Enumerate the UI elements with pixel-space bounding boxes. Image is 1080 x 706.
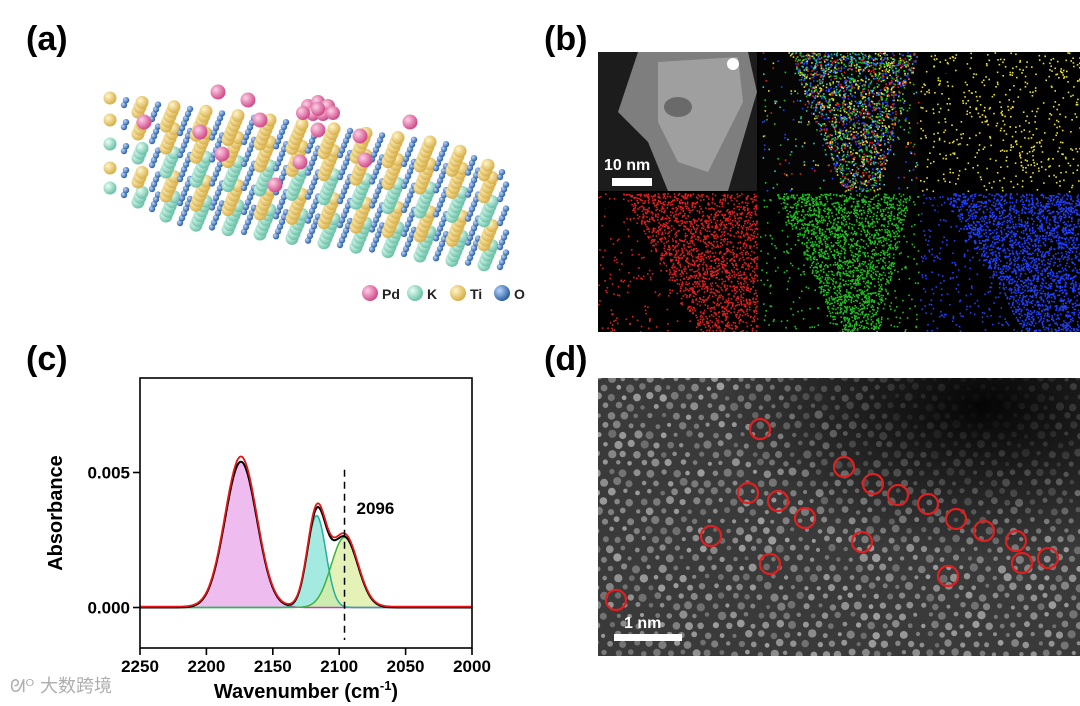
y-axis-label: Absorbance (45, 455, 67, 571)
single-atom-marker (699, 524, 723, 548)
single-atom-marker (1036, 546, 1060, 570)
haadf-overview-tile: 10 nm (598, 52, 757, 191)
single-atom-marker (1010, 551, 1034, 575)
x-tick-label-2100: 2100 (320, 657, 358, 676)
single-atom-marker (748, 417, 772, 441)
single-atom-marker (736, 481, 760, 505)
legend-o-label: O (514, 286, 525, 302)
annotation-2096: 2096 (357, 499, 395, 518)
x-tick-label-2150: 2150 (254, 657, 292, 676)
haadf-scale-bar (614, 634, 682, 641)
single-atom-marker (850, 530, 874, 554)
peak-fill-1 (140, 461, 472, 608)
structure-legend: Pd K Ti O (362, 285, 525, 302)
legend-ti-label: Ti (470, 286, 482, 302)
single-atom-marker (936, 564, 960, 588)
single-atom-marker (972, 519, 996, 543)
eds-map-pd: Pd (920, 52, 1080, 193)
legend-pd-label: Pd (382, 286, 400, 302)
y-tick-label-1: 0.005 (87, 464, 130, 483)
legend-pd-icon (362, 285, 378, 301)
haadf-atomic-image: 1 nm (598, 378, 1080, 656)
single-atom-marker (886, 483, 910, 507)
x-axis-label: Wavenumber (cm-1) (214, 678, 398, 703)
crystal-structure-illustration: Pd K Ti O (103, 84, 525, 302)
panel-label-d: (d) (544, 340, 588, 378)
y-tick-label-0: 0.000 (87, 599, 130, 618)
watermark-logo: ᘛᴼ 大数跨境 (10, 676, 112, 697)
eds-overlay-tile (759, 52, 920, 193)
legend-ti-icon (450, 285, 466, 301)
plot-frame (139, 377, 473, 649)
eds-map-o: O (920, 193, 1080, 332)
single-atom-marker (944, 507, 968, 531)
eds-map-ti: Ti (759, 193, 920, 332)
eds-scale-bar (612, 178, 652, 186)
x-tick-label-2200: 2200 (187, 657, 225, 676)
eds-label-ti: Ti (765, 197, 784, 222)
haadf-scale-bar-label: 1 nm (624, 615, 661, 632)
legend-k-icon (407, 285, 423, 301)
single-atom-marker (793, 506, 817, 530)
legend-k-label: K (427, 286, 437, 302)
measured-spectrum-line (140, 455, 472, 608)
panel-label-b: (b) (544, 20, 588, 58)
panel-label-a: (a) (26, 20, 68, 58)
single-atom-marker (861, 472, 885, 496)
eds-scale-bar-label: 10 nm (604, 157, 650, 174)
single-atom-marker (604, 588, 628, 612)
eds-map-k: K (598, 193, 759, 332)
single-atom-marker (1004, 529, 1028, 553)
single-atom-marker (758, 552, 782, 576)
x-tick-label-2250: 2250 (121, 657, 159, 676)
eds-label-k: K (604, 197, 620, 222)
x-tick-label-2050: 2050 (387, 657, 425, 676)
single-atom-marker (766, 489, 790, 513)
eds-mapping-grid: 10 nm Pd K Ti O (598, 52, 1080, 332)
x-tick-label-2000: 2000 (453, 657, 491, 676)
eds-label-o: O (926, 197, 943, 222)
panel-label-c: (c) (26, 340, 68, 378)
single-atom-marker (916, 492, 940, 516)
single-atom-marker (832, 455, 856, 479)
legend-o-icon (494, 285, 510, 301)
eds-label-pd: Pd (926, 56, 954, 81)
